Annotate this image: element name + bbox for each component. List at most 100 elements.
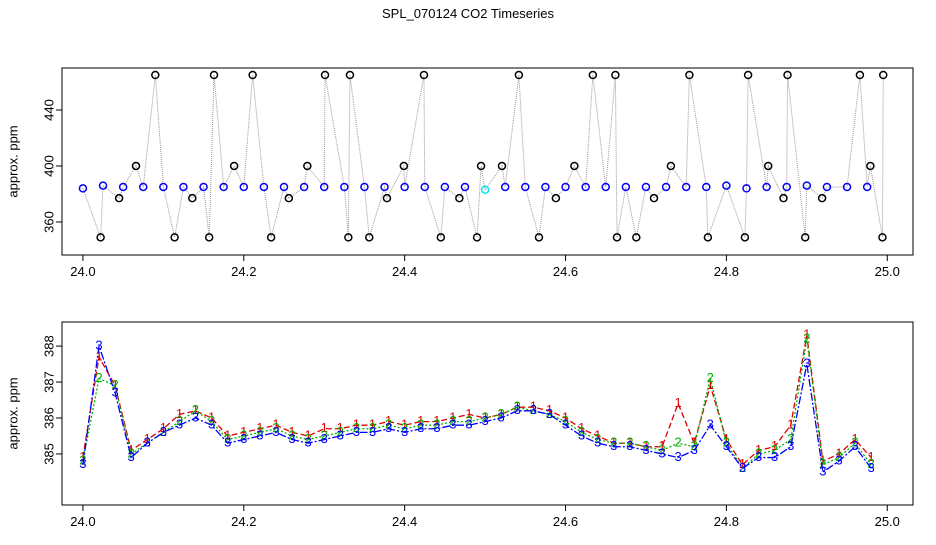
point-symbol: 3	[305, 435, 312, 450]
point-symbol: 2	[498, 406, 505, 421]
y-tick-label: 360	[41, 211, 56, 233]
point	[588, 70, 598, 80]
point	[118, 182, 128, 192]
point-symbol: 3	[787, 438, 794, 453]
point	[159, 182, 168, 192]
point-symbol: 1	[449, 409, 456, 424]
point-symbol: 1	[385, 413, 392, 428]
point	[817, 193, 827, 203]
point-symbol: 3	[739, 460, 746, 475]
point-symbol: 1	[79, 449, 86, 464]
chart-title: SPL_070124 CO2 Timeseries	[382, 6, 554, 21]
x-tick-label: 25.0	[875, 264, 900, 279]
point-symbol: 3	[803, 356, 810, 371]
point-symbol: 1	[739, 456, 746, 471]
y-tick-label: 400	[41, 155, 56, 177]
point-symbol: 2	[562, 413, 569, 428]
point	[96, 233, 105, 242]
point-symbol: 2	[610, 435, 617, 450]
series-line	[82, 338, 872, 470]
point-symbol: 3	[224, 435, 231, 450]
point	[199, 182, 208, 192]
point-symbol: 2	[128, 445, 135, 460]
point-symbol: 2	[626, 435, 633, 450]
point-symbol: 3	[562, 417, 569, 432]
point-symbol: 1	[224, 427, 231, 442]
point-symbol: 1	[803, 327, 810, 342]
point-symbol: 1	[95, 348, 102, 363]
point-symbol: 2	[321, 427, 328, 442]
point-symbol: 1	[594, 427, 601, 442]
point-symbol: 1	[369, 417, 376, 432]
point	[500, 182, 510, 192]
point	[440, 182, 450, 192]
point-symbol: 3	[111, 384, 118, 399]
point	[320, 70, 330, 80]
point	[763, 161, 773, 171]
point-symbol: 2	[111, 377, 118, 392]
point	[621, 182, 631, 192]
point-symbol: 3	[433, 420, 440, 435]
point-symbol: 3	[288, 431, 295, 446]
point-symbol: 1	[723, 431, 730, 446]
point-symbol: 2	[272, 420, 279, 435]
point	[800, 233, 810, 242]
point-symbol: 1	[658, 438, 665, 453]
point	[782, 182, 791, 192]
point-symbol: 3	[868, 460, 875, 475]
point	[239, 182, 249, 192]
point	[138, 182, 148, 192]
point-symbol: 3	[465, 417, 472, 432]
point-symbol: 1	[851, 431, 858, 446]
point-symbol: 2	[787, 431, 794, 446]
point	[179, 182, 188, 192]
point-symbol: 2	[658, 442, 665, 457]
y-tick-label: 387	[41, 371, 56, 393]
point-symbol: 2	[385, 417, 392, 432]
point-symbol: 2	[369, 420, 376, 435]
x-tick-label: 24.4	[392, 264, 417, 279]
point-symbol: 1	[642, 438, 649, 453]
point-symbol: 2	[514, 399, 521, 414]
point	[855, 70, 865, 80]
point	[878, 70, 888, 80]
point-symbol: 3	[755, 449, 762, 464]
point	[702, 182, 711, 192]
point-symbol: 2	[433, 417, 440, 432]
point-symbol: 2	[224, 431, 231, 446]
point	[661, 182, 671, 192]
point-symbol: 3	[771, 449, 778, 464]
point-symbol: 1	[530, 399, 537, 414]
series-line	[82, 74, 884, 238]
point-symbol: 3	[498, 409, 505, 424]
point-symbol: 2	[594, 431, 601, 446]
point	[703, 233, 713, 242]
point-symbol: 2	[353, 420, 360, 435]
point-symbol: 2	[723, 435, 730, 450]
point-symbol: 3	[256, 427, 263, 442]
point	[743, 70, 753, 80]
point	[114, 193, 124, 203]
point-symbol: 2	[851, 435, 858, 450]
point-symbol: 3	[594, 435, 601, 450]
point	[436, 233, 446, 242]
point-symbol: 2	[755, 445, 762, 460]
y-axis-label: approx. ppm	[5, 377, 20, 449]
point-symbol: 2	[835, 449, 842, 464]
point	[360, 182, 369, 192]
point-symbol: 3	[675, 449, 682, 464]
point-symbol: 3	[723, 438, 730, 453]
point-symbol: 2	[803, 330, 810, 345]
point-symbol: 1	[868, 449, 875, 464]
point-symbol: 3	[851, 438, 858, 453]
point-symbol: 3	[401, 424, 408, 439]
point-symbol: 2	[144, 435, 151, 450]
point-symbol: 3	[417, 420, 424, 435]
series-line	[82, 335, 872, 466]
point-symbol: 2	[642, 438, 649, 453]
y-tick-label: 388	[41, 335, 56, 357]
point-symbol: 3	[272, 424, 279, 439]
x-tick-label: 24.6	[553, 264, 578, 279]
point	[380, 182, 389, 192]
point-symbol: 3	[128, 449, 135, 464]
